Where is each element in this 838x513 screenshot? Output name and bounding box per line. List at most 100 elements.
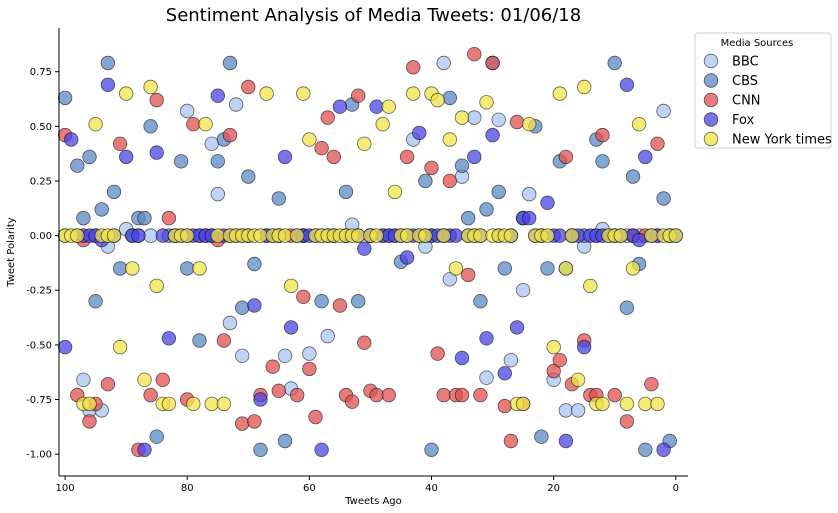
data-point <box>70 228 85 243</box>
data-point <box>82 149 97 165</box>
data-point <box>485 55 500 71</box>
data-point <box>595 396 610 412</box>
data-point <box>473 387 488 403</box>
legend-marker <box>703 53 719 69</box>
data-point <box>283 320 299 335</box>
data-point <box>222 55 238 71</box>
data-point <box>424 442 439 458</box>
data-point <box>638 149 653 165</box>
legend-box <box>694 32 832 149</box>
data-point <box>179 103 195 119</box>
data-point <box>204 396 219 412</box>
data-point <box>137 372 152 388</box>
data-point <box>155 228 171 243</box>
data-point <box>186 116 201 132</box>
data-point <box>283 278 299 294</box>
data-point <box>515 283 531 298</box>
data-point <box>552 228 568 243</box>
data-point <box>442 272 458 287</box>
data-point <box>454 350 470 366</box>
data-point <box>522 210 537 226</box>
data-point <box>656 191 671 206</box>
data-point <box>479 331 494 346</box>
y-tick-label: -1.00 <box>26 450 52 461</box>
data-point <box>448 228 464 243</box>
x-tick-label: 80 <box>181 483 194 494</box>
data-point <box>558 261 574 276</box>
data-point <box>149 145 164 160</box>
legend-label: BBC <box>732 55 759 70</box>
data-point <box>442 90 458 106</box>
data-point <box>461 267 476 283</box>
y-tick-label: 0.00 <box>30 231 52 242</box>
data-point <box>179 261 195 276</box>
data-point <box>515 396 531 412</box>
chart-title: Sentiment Analysis of Media Tweets: 01/0… <box>166 5 581 26</box>
data-point <box>406 60 421 75</box>
data-point <box>106 184 122 200</box>
data-point <box>149 278 164 294</box>
data-point <box>228 97 244 112</box>
data-point <box>546 339 561 355</box>
data-point <box>314 442 329 458</box>
data-point <box>161 331 177 346</box>
data-point <box>338 184 354 200</box>
data-point <box>314 294 329 309</box>
data-point <box>503 433 519 449</box>
data-point <box>619 77 635 93</box>
data-point <box>137 210 152 226</box>
data-point <box>70 158 85 173</box>
data-point <box>76 210 91 226</box>
data-point <box>357 136 372 152</box>
data-point <box>143 79 158 95</box>
data-point <box>112 261 128 276</box>
data-point <box>320 328 335 344</box>
y-tick-label: 0.25 <box>30 176 52 187</box>
data-point <box>448 261 464 276</box>
data-point <box>271 383 287 399</box>
data-point <box>302 346 317 361</box>
data-point <box>369 99 384 114</box>
data-point <box>509 114 525 130</box>
data-point <box>192 333 207 348</box>
data-point <box>210 154 226 169</box>
x-tick-label: 60 <box>303 483 316 494</box>
data-point <box>277 433 293 449</box>
data-point <box>179 228 195 243</box>
data-point <box>241 169 256 184</box>
data-point <box>100 77 116 93</box>
data-point <box>656 103 671 119</box>
legend-marker <box>703 131 719 147</box>
data-point <box>497 398 513 414</box>
y-tick-label: -0.75 <box>26 395 52 406</box>
legend-items: BBC CBS CNN Fox New York times <box>703 53 832 148</box>
data-point <box>143 228 158 243</box>
data-point <box>454 387 470 403</box>
data-point <box>290 228 305 243</box>
data-point <box>302 361 317 377</box>
data-point <box>442 132 458 147</box>
data-point <box>570 372 586 388</box>
data-point <box>204 136 219 152</box>
y-tick-label: 0.75 <box>30 67 52 78</box>
data-point <box>558 149 574 165</box>
data-point <box>638 442 653 458</box>
data-point <box>247 298 262 313</box>
data-point <box>265 359 280 374</box>
data-point <box>650 136 665 152</box>
data-point <box>131 228 146 243</box>
data-point <box>351 88 366 103</box>
data-point <box>381 387 397 403</box>
data-point <box>473 228 488 243</box>
data-point <box>399 250 415 265</box>
data-point <box>509 320 525 335</box>
data-point <box>222 315 238 331</box>
data-point <box>644 228 659 243</box>
data-point <box>540 261 555 276</box>
data-point <box>118 86 134 101</box>
data-point <box>82 414 97 429</box>
data-point <box>161 396 177 412</box>
data-point <box>112 136 128 152</box>
data-point <box>552 86 568 101</box>
